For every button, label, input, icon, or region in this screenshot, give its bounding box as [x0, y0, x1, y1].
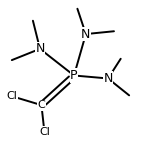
Text: C: C — [38, 100, 45, 110]
Text: P: P — [70, 69, 78, 82]
Text: N: N — [35, 42, 45, 55]
Text: N: N — [103, 72, 113, 85]
Text: N: N — [81, 28, 91, 41]
Text: Cl: Cl — [6, 91, 17, 101]
Text: Cl: Cl — [39, 127, 50, 137]
